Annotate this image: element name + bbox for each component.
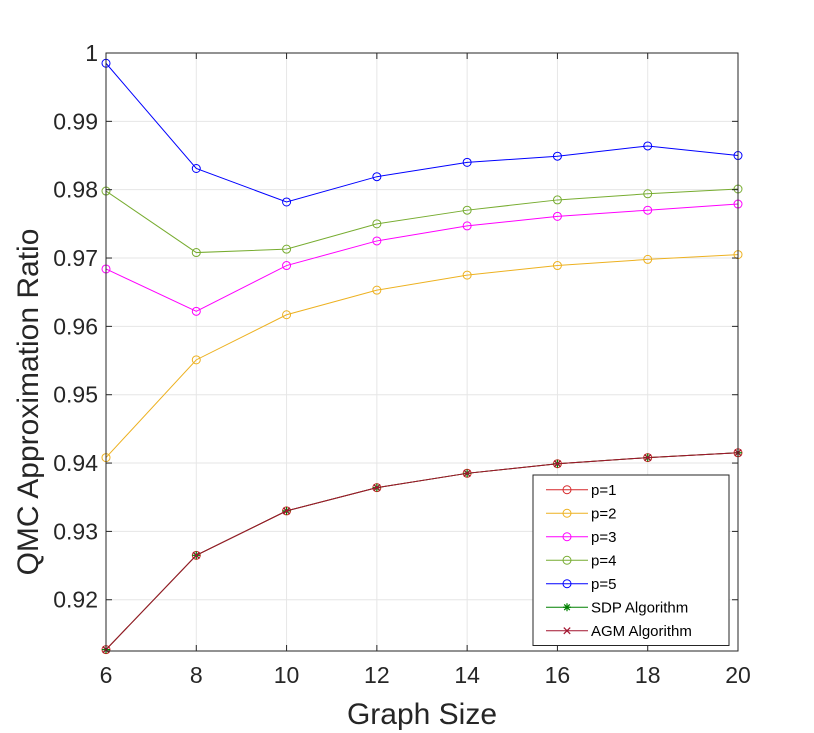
legend-marker-sample [562, 508, 572, 518]
x-stroke [463, 469, 471, 477]
legend-entry-agm-algorithm: AGM Algorithm [546, 623, 692, 640]
data-point-p-5 [462, 157, 472, 167]
asterisk-stroke [563, 604, 571, 611]
y-tick-label: 0.93 [53, 518, 98, 544]
legend-entry-p-2: p=2 [546, 505, 616, 522]
legend-entry-p-5: p=5 [546, 576, 616, 593]
x-tick-label: 8 [190, 662, 203, 688]
x-tick-label: 16 [545, 662, 571, 688]
x-stroke [563, 627, 571, 635]
x-axis-title: Graph Size [347, 698, 497, 731]
legend-label: p=2 [591, 505, 616, 522]
data-point-p-2 [643, 254, 653, 264]
x-stroke [644, 453, 652, 462]
data-point-agm-algorithm [373, 484, 381, 492]
y-axis-title: QMC Approximation Ratio [12, 229, 45, 576]
legend-label: p=4 [591, 552, 616, 569]
data-point-p-5 [191, 163, 201, 173]
legend-entry-p-4: p=4 [546, 552, 616, 569]
series-line-p-3 [105, 203, 739, 312]
series-line-p-4 [105, 188, 739, 254]
legend-marker-sample [563, 627, 571, 635]
data-point-agm-algorithm [644, 453, 652, 462]
data-point-p-3 [191, 306, 201, 316]
data-point-p-2 [372, 285, 382, 295]
x-tick-label: 14 [454, 662, 480, 688]
data-point-p-3 [372, 236, 382, 246]
data-point-p-3 [462, 221, 472, 231]
series-line-agm-algorithm [105, 452, 739, 650]
data-point-p-4 [643, 189, 653, 199]
y-tick-label: 1 [85, 40, 98, 66]
legend-entry-p-3: p=3 [546, 529, 616, 546]
legend-entry-p-1: p=1 [546, 482, 616, 499]
series-p-3 [101, 199, 743, 316]
legend: p=1 p=2 p=3 p=4 p=5 SDP Algorithm AGM Algorith… [532, 474, 730, 646]
y-tick-label: 0.99 [53, 108, 98, 134]
x-stroke [282, 507, 291, 515]
legend-label: AGM Algorithm [591, 623, 692, 640]
data-point-agm-algorithm [553, 460, 562, 468]
legend-label: SDP Algorithm [591, 599, 688, 616]
data-point-p-4 [372, 219, 382, 229]
legend-marker-sample [562, 555, 572, 565]
y-tick-label: 0.92 [53, 587, 98, 613]
series-p-5 [101, 58, 743, 207]
series-line-p-5 [105, 62, 739, 203]
data-point-p-2 [282, 310, 292, 320]
plot-area-frame [105, 52, 739, 652]
legend-entry-sdp-algorithm: SDP Algorithm [546, 599, 688, 616]
data-point-p-5 [282, 197, 292, 207]
legend-marker-sample [562, 485, 572, 495]
data-point-p-4 [552, 195, 562, 205]
data-point-p-5 [643, 141, 653, 151]
data-point-p-4 [462, 205, 472, 215]
x-stroke [553, 460, 562, 468]
legend-label: p=3 [591, 529, 616, 546]
data-point-p-3 [552, 211, 562, 221]
data-point-p-3 [643, 205, 653, 215]
data-point-agm-algorithm [463, 469, 471, 477]
legend-label: p=1 [591, 482, 616, 499]
axis-ticks: 6 8 10 12 14 16 18 20 0.92 0.93 0.94 0.95 0.96 0.97 0.… [53, 40, 751, 688]
x-tick-label: 10 [274, 662, 300, 688]
x-tick-label: 12 [364, 662, 390, 688]
x-stroke [192, 551, 200, 559]
data-point-p-3 [282, 261, 292, 271]
legend-marker-sample [562, 579, 572, 589]
series-group [101, 58, 743, 655]
legend-marker-sample [562, 532, 572, 542]
y-tick-label: 0.98 [53, 177, 98, 203]
x-stroke [373, 484, 381, 492]
x-tick-label: 6 [100, 662, 113, 688]
x-tick-label: 18 [635, 662, 661, 688]
data-point-p-4 [282, 244, 292, 254]
series-line-p-2 [105, 254, 739, 458]
data-point-p-5 [372, 172, 382, 182]
y-tick-label: 0.94 [53, 450, 98, 476]
data-point-p-2 [462, 270, 472, 280]
y-tick-label: 0.97 [53, 245, 98, 271]
y-tick-label: 0.96 [53, 313, 98, 339]
legend-label: p=5 [591, 576, 616, 593]
data-point-p-5 [552, 151, 562, 161]
data-point-p-2 [552, 261, 562, 271]
data-point-agm-algorithm [282, 507, 291, 515]
y-tick-label: 0.95 [53, 382, 98, 408]
data-point-p-2 [191, 355, 201, 365]
series-p-4 [101, 184, 743, 258]
data-point-agm-algorithm [192, 551, 200, 559]
data-point-p-4 [191, 248, 201, 258]
x-tick-label: 20 [725, 662, 751, 688]
legend-marker-sample [563, 603, 571, 612]
